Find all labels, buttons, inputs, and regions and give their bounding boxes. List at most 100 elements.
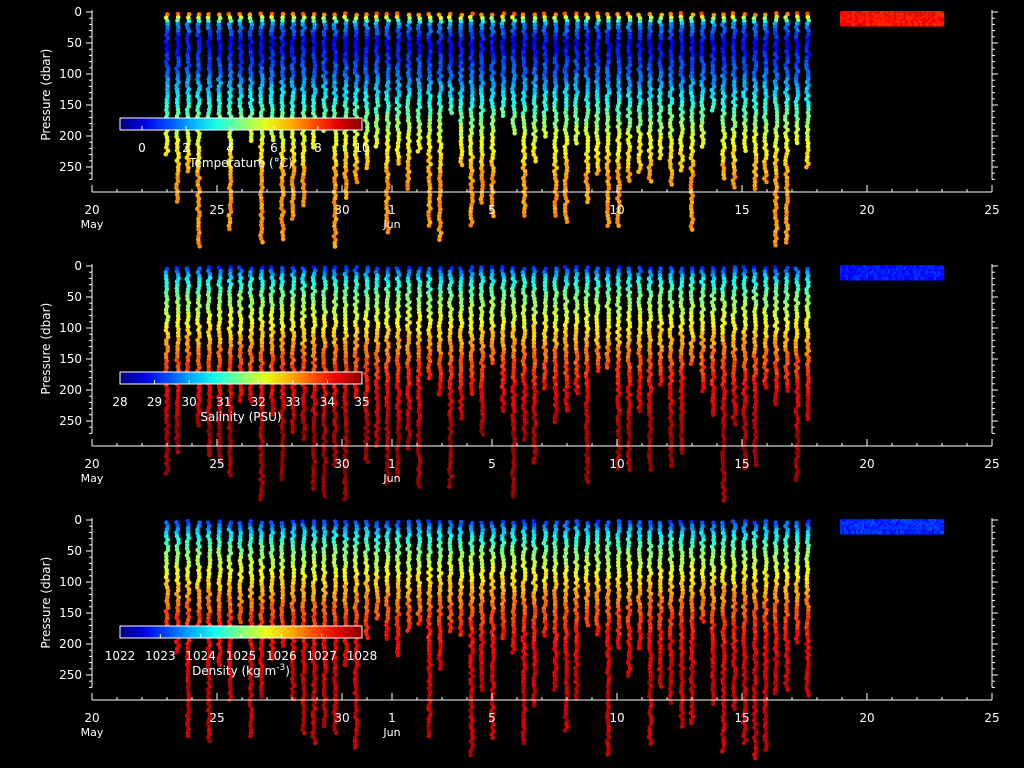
temperature-point [268, 56, 274, 61]
temperature-point [206, 97, 212, 102]
temperature-point [321, 29, 327, 35]
temperature-point [174, 182, 179, 187]
temperature-point [279, 97, 285, 102]
temperature-point [385, 114, 390, 119]
temperature-point [374, 113, 380, 119]
temperature-point [373, 120, 379, 125]
temperature-point [291, 28, 297, 34]
temperature-point [405, 159, 411, 164]
temperature-point [196, 148, 202, 154]
temperature-point [428, 42, 433, 48]
temperature-point [321, 73, 326, 79]
temperature-point [426, 83, 432, 89]
temperature-point [258, 110, 264, 115]
salinity-point [163, 471, 169, 476]
temperature-point [197, 175, 202, 181]
temperature-point [207, 32, 213, 38]
temperature-point [384, 28, 390, 34]
temperature-point [186, 42, 191, 48]
temperature-point [363, 66, 368, 72]
temperature-point [164, 145, 169, 150]
temperature-point [165, 83, 170, 89]
colorbar-tick-label: 8 [314, 141, 322, 155]
temperature-point [195, 172, 200, 178]
temperature-point [196, 220, 201, 225]
temperature-point [248, 90, 253, 96]
temperature-point [311, 145, 316, 150]
temperature-point [331, 26, 337, 31]
temperature-point [699, 144, 705, 149]
temperature-point [165, 148, 171, 154]
temperature-point [312, 25, 317, 31]
temperature-point [207, 70, 213, 75]
x-tick-label: 10 [609, 203, 624, 217]
temperature-point [247, 94, 253, 99]
temperature-point [407, 77, 413, 82]
temperature-point [259, 83, 265, 88]
temperature-point [385, 107, 391, 112]
temperature-point [269, 79, 274, 85]
temperature-point [426, 76, 432, 82]
temperature-point [427, 155, 433, 160]
temperature-point [417, 60, 423, 66]
temperature-point [228, 206, 233, 211]
temperature-point [281, 76, 286, 82]
temperature-point [386, 103, 391, 109]
temperature-point [269, 69, 275, 75]
temperature-point [279, 216, 284, 221]
temperature-point [406, 39, 411, 45]
temperature-point [343, 168, 349, 173]
temperature-point [175, 11, 181, 17]
temperature-point [405, 22, 411, 28]
temperature-point [332, 223, 337, 229]
temperature-point [331, 22, 337, 28]
temperature-point [375, 55, 381, 61]
temperature-point [289, 148, 295, 153]
temperature-point [176, 59, 181, 64]
temperature-point [342, 14, 347, 20]
temperature-point [184, 107, 190, 113]
temperature-point [553, 213, 558, 218]
temperature-point [239, 93, 244, 99]
temperature-point [279, 131, 284, 136]
temperature-point [164, 87, 170, 92]
temperature-point [207, 59, 212, 65]
temperature-point [228, 192, 233, 198]
temperature-point [333, 53, 338, 58]
temperature-point [427, 22, 432, 27]
temperature-point [385, 230, 391, 235]
temperature-point [384, 15, 389, 20]
temperature-point [195, 94, 200, 99]
temperature-point [427, 138, 432, 143]
temperature-point [269, 38, 274, 44]
temperature-point [195, 169, 200, 174]
temperature-point [176, 32, 181, 37]
x-tick-month-label: May [81, 218, 104, 231]
temperature-point [344, 76, 349, 81]
temperature-point [352, 101, 358, 106]
temperature-point [311, 35, 316, 41]
temperature-point [605, 223, 610, 229]
temperature-point [385, 195, 391, 201]
temperature-point [395, 72, 400, 78]
temperature-point [363, 53, 368, 58]
temperature-point [333, 66, 338, 72]
temperature-point [289, 178, 295, 184]
temperature-point [332, 145, 337, 150]
temperature-point [428, 28, 434, 34]
temperature-point [249, 25, 254, 31]
temperature-point [289, 49, 295, 54]
temperature-point [364, 46, 369, 51]
temperature-point [228, 39, 233, 44]
temperature-point [310, 104, 316, 109]
salinity-point [417, 484, 423, 489]
temperature-point [195, 22, 201, 28]
temperature-point [342, 11, 348, 16]
x-tick-label: 30 [334, 203, 349, 217]
temperature-point [373, 86, 379, 91]
temperature-point [174, 86, 180, 92]
temperature-point [322, 36, 328, 41]
temperature-point [384, 165, 389, 170]
temperature-point [343, 79, 349, 84]
salinity-point [258, 497, 263, 502]
